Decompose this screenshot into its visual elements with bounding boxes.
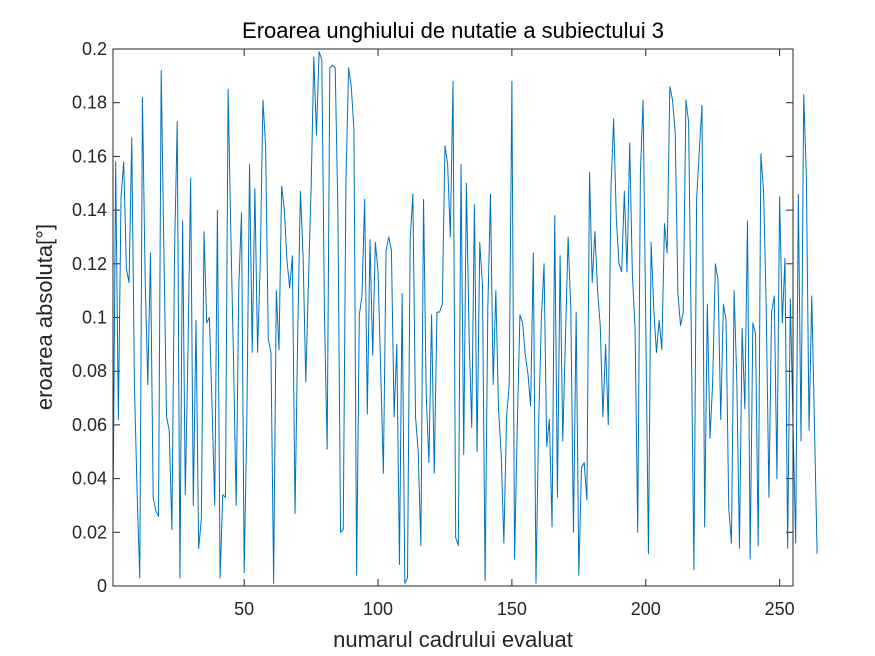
y-tick-label: 0.1 — [82, 308, 107, 328]
y-tick-label: 0.06 — [72, 415, 107, 435]
plot-frame — [112, 48, 794, 587]
series-line — [112, 51, 818, 584]
y-tick-label: 0 — [97, 576, 107, 596]
x-tick-label: 100 — [363, 599, 393, 619]
y-tick-label: 0.2 — [82, 39, 107, 59]
y-tick-label: 0.18 — [72, 93, 107, 113]
x-tick-label: 250 — [765, 599, 795, 619]
x-tick-label: 200 — [631, 599, 661, 619]
y-tick-label: 0.08 — [72, 361, 107, 381]
y-tick-label: 0.16 — [72, 146, 107, 166]
y-axis-label: eroarea absoluta[°] — [32, 224, 57, 410]
x-tick-label: 50 — [234, 599, 254, 619]
axis-ticks: 50 100 150 200 250 0 0.02 0.04 0.06 0.08 0.1 0.12 0.… — [72, 39, 795, 619]
y-tick-label: 0.04 — [72, 469, 107, 489]
y-tick-label: 0.12 — [72, 254, 107, 274]
chart-title: Eroarea unghiului de nutatie a subiectul… — [242, 18, 664, 43]
y-tick-label: 0.02 — [72, 522, 107, 542]
x-axis-label: numarul cadrului evaluat — [333, 627, 573, 652]
x-tick-label: 150 — [497, 599, 527, 619]
y-tick-label: 0.14 — [72, 200, 107, 220]
